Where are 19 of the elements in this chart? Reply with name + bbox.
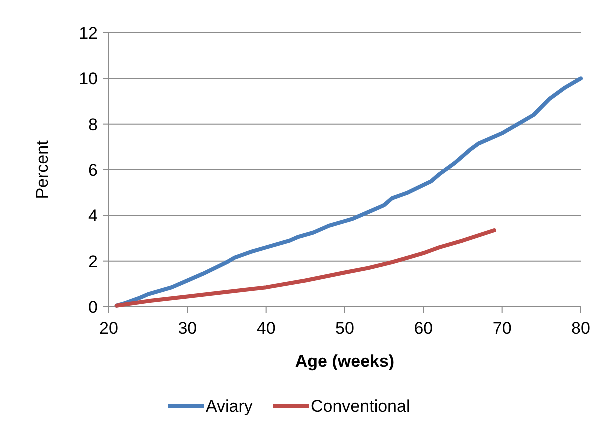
x-axis-title: Age (weeks)	[295, 352, 395, 371]
y-tick-label: 4	[88, 206, 98, 226]
y-tick-label: 8	[88, 115, 98, 134]
x-tick-label: 50	[336, 319, 354, 338]
x-tick-label: 40	[256, 319, 276, 338]
x-tick-label: 20	[100, 319, 118, 338]
legend-label: Aviary	[206, 397, 254, 416]
legend-label: Conventional	[311, 397, 410, 416]
y-tick-label: 10	[79, 70, 98, 89]
x-tick-label: 30	[178, 319, 198, 338]
y-tick-label: 0	[88, 298, 98, 317]
x-tick-label: 80	[572, 319, 590, 338]
line-series	[114, 228, 496, 308]
x-tick-label: 60	[414, 319, 434, 338]
y-tick-label: 2	[88, 252, 98, 272]
y-tick-label: 6	[88, 160, 98, 180]
y-tick-label: 12	[79, 24, 98, 43]
x-tick-label: 70	[492, 319, 512, 338]
y-axis-title: Percent	[33, 140, 52, 200]
